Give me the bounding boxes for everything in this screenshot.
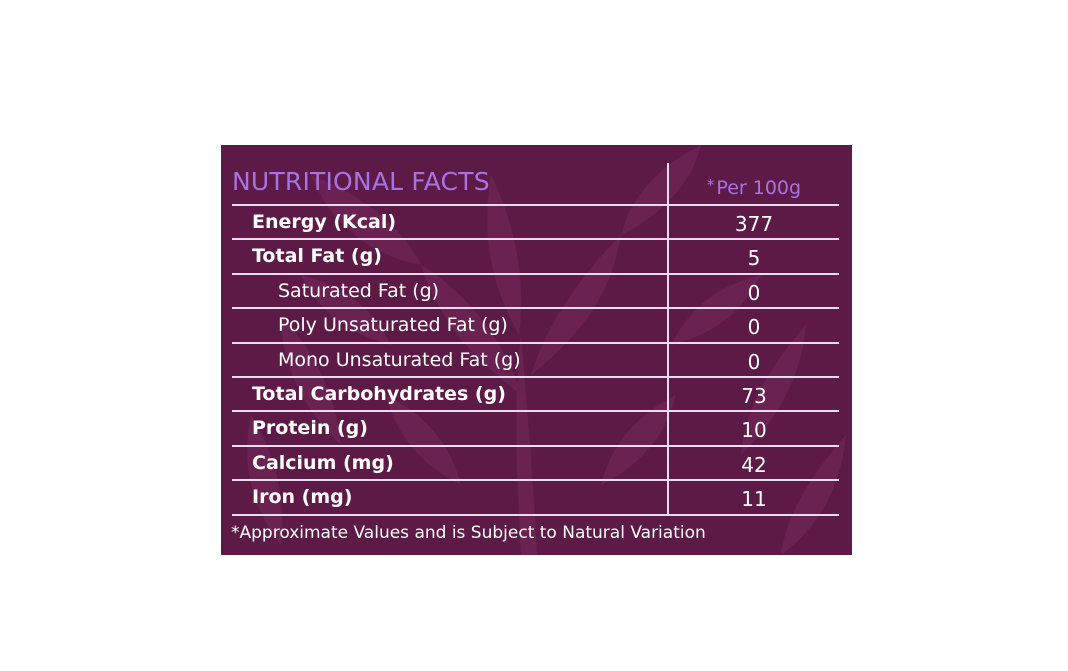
row-divider (232, 238, 839, 241)
row-divider (232, 341, 839, 344)
leaf-tree-background (247, 145, 846, 555)
nutrition-table: NUTRITIONAL FACTS * Per 100g Energy (Kcal… (221, 145, 852, 555)
nutrient-label-total-fat-g: Total Fat (g) (252, 245, 382, 268)
row-divider (232, 479, 839, 482)
nutrient-value-iron-mg: 11 (741, 487, 767, 512)
row-divider (232, 513, 839, 516)
nutrient-label-mono-unsaturated-fat-g: Mono Unsaturated Fat (g) (278, 348, 521, 371)
nutrient-value-saturated-fat-g: 0 (747, 280, 761, 305)
row-divider (232, 410, 839, 413)
nutrient-value-total-fat-g: 5 (747, 246, 761, 271)
column-divider (667, 163, 669, 515)
serving-basis-label: * Per 100g (669, 172, 839, 201)
nutrition-facts-panel: NUTRITIONAL FACTS * Per 100g Energy (Kcal… (221, 145, 852, 555)
nutrient-label-total-carbohydrates-g: Total Carbohydrates (g) (252, 383, 506, 405)
nutrient-value-calcium-mg: 42 (741, 452, 767, 477)
table-title: NUTRITIONAL FACTS (232, 167, 490, 196)
nutrient-label-calcium-mg: Calcium (mg) (252, 451, 394, 474)
row-divider (232, 204, 839, 206)
row-divider (232, 307, 839, 310)
nutrient-value-protein-g: 10 (741, 418, 767, 443)
row-divider (232, 444, 839, 447)
nutrient-label-energy-kcal: Energy (Kcal) (252, 211, 397, 233)
nutrient-value-poly-unsaturated-fat-g: 0 (747, 315, 761, 340)
per-100g-text: Per 100g (716, 177, 802, 199)
nutrient-value-mono-unsaturated-fat-g: 0 (747, 349, 761, 374)
row-divider (232, 272, 839, 275)
nutrient-label-protein-g: Protein (g) (252, 417, 368, 440)
footnote: *Approximate Values and is Subject to Na… (231, 523, 706, 543)
nutrient-label-iron-mg: Iron (mg) (252, 486, 353, 509)
row-divider (232, 376, 839, 378)
nutrient-label-poly-unsaturated-fat-g: Poly Unsaturated Fat (g) (278, 314, 508, 337)
nutrient-value-total-carbohydrates-g: 73 (741, 384, 767, 408)
nutrient-value-energy-kcal: 377 (734, 212, 774, 236)
asterisk-mark: * (706, 176, 715, 194)
nutrient-label-saturated-fat-g: Saturated Fat (g) (278, 279, 440, 302)
